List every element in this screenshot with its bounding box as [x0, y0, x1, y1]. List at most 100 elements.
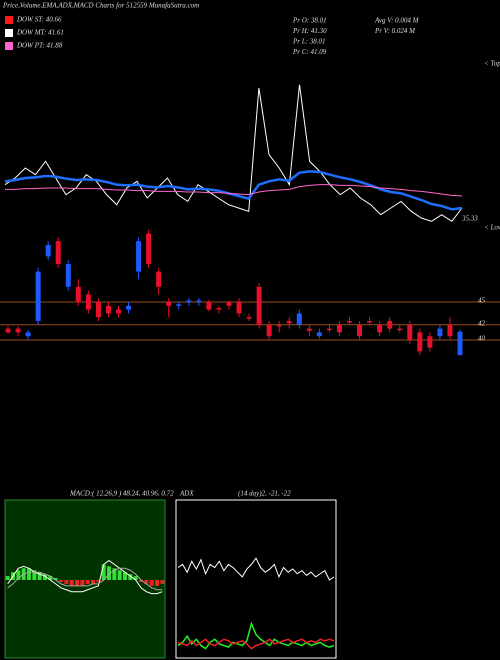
price-stat: Pr C: 41.09 — [292, 48, 327, 56]
series-line — [5, 184, 463, 197]
adx-label: ADX — [179, 490, 194, 498]
price-label: 35.33 — [461, 215, 478, 223]
macd-histogram-bar — [117, 570, 122, 580]
series-line — [4, 84, 463, 223]
candle-body — [95, 302, 101, 318]
volume-stat: Avg V: 0.004 M — [374, 17, 420, 25]
macd-histogram-bar — [37, 572, 42, 580]
macd-histogram-bar — [107, 566, 111, 580]
macd-histogram-bar — [128, 574, 133, 580]
y-tick-label: 40 — [478, 335, 486, 343]
y-tick-label: 45 — [478, 297, 486, 305]
price-stat: Pr H: 41.30 — [292, 27, 327, 35]
candle-body — [387, 321, 393, 329]
page-title: Price,Volume,EMA,ADX,MACD Charts for 512… — [2, 2, 199, 10]
candle-body — [45, 245, 51, 257]
candle-body — [316, 332, 322, 337]
candle-body — [367, 321, 373, 323]
macd-histogram-bar — [101, 564, 106, 580]
candle-body — [146, 233, 152, 264]
candle-body — [176, 304, 182, 306]
low-annotation: < Lowe — [484, 224, 500, 232]
macd-panel — [4, 499, 166, 659]
volume-stat: Pr V: 0.024 M — [374, 27, 416, 35]
macd-histogram-bar — [112, 568, 117, 580]
candle-body — [25, 332, 31, 337]
legend-entry: DOW MT: 41.61 — [16, 29, 64, 37]
candle-body — [75, 286, 81, 302]
legend-entry: DOW ST: 40.66 — [16, 16, 62, 24]
candle-body — [457, 331, 463, 356]
y-tick-label: 42 — [478, 319, 486, 327]
candle-body — [55, 241, 61, 264]
series-line — [7, 567, 163, 591]
price-stat: Pr O: 38.01 — [292, 17, 327, 25]
series-line — [4, 170, 463, 211]
macd-histogram-bar — [133, 576, 138, 580]
candle-body — [347, 321, 353, 323]
candle-body — [226, 302, 232, 306]
candle-body — [256, 286, 262, 325]
macd-histogram-bar — [48, 576, 53, 580]
macd-histogram-bar — [43, 574, 47, 580]
candle-body — [427, 336, 433, 348]
macd-histogram-bar — [85, 580, 90, 584]
candle-body — [115, 309, 121, 314]
candle-body — [126, 305, 132, 310]
macd-histogram-bar — [59, 580, 63, 582]
candle-body — [85, 294, 91, 310]
candle-body — [216, 308, 222, 310]
legend-swatch — [5, 16, 13, 24]
candle-body — [266, 324, 272, 337]
candle-body — [357, 324, 363, 337]
candle-body — [156, 271, 162, 287]
candle-body — [306, 328, 312, 331]
candle-body — [437, 328, 443, 337]
candle-body — [206, 302, 212, 310]
macd-histogram-bar — [91, 580, 95, 584]
price-stat: Pr L: 38.01 — [292, 38, 325, 46]
macd-histogram-bar — [149, 580, 154, 586]
candle-body — [196, 300, 202, 302]
macd-params: ( 12,26,9 ) 48.24, 40.96, 0.72 — [92, 490, 174, 498]
legend-swatch — [5, 29, 13, 37]
macd-histogram-bar — [64, 580, 69, 584]
series-line — [177, 621, 335, 650]
candle-body — [447, 324, 453, 337]
legend-swatch — [5, 42, 13, 50]
candle-body — [397, 328, 403, 331]
candle-body — [286, 321, 292, 324]
macd-histogram-bar — [16, 570, 21, 580]
candle-body — [105, 305, 111, 314]
candle-body — [136, 241, 142, 272]
candle-body — [276, 324, 282, 327]
candle-body — [336, 324, 342, 333]
candle-body — [246, 317, 252, 319]
series-line — [7, 559, 163, 595]
series-line — [177, 557, 335, 581]
macd-histogram-bar — [53, 578, 58, 580]
candle-body — [326, 328, 332, 331]
candle-body — [296, 313, 302, 325]
macd-histogram-bar — [96, 580, 101, 582]
legend-entry: DOW PT: 41.88 — [16, 42, 63, 50]
macd-histogram-bar — [80, 580, 85, 586]
macd-histogram-bar — [160, 580, 165, 584]
candle-body — [5, 328, 11, 333]
candle-body — [236, 302, 242, 314]
candle-body — [166, 302, 172, 306]
macd-histogram-bar — [123, 572, 127, 580]
macd-histogram-bar — [75, 580, 79, 586]
candle-body — [186, 300, 192, 302]
macd-histogram-bar — [5, 576, 10, 580]
top-annotation: < Top — [484, 60, 500, 68]
macd-histogram-bar — [139, 580, 143, 582]
candle-body — [15, 328, 21, 333]
adx-params: (14 day)2, -21, -22 — [238, 490, 291, 498]
candle-body — [417, 332, 423, 352]
macd-histogram-bar — [32, 570, 37, 580]
candle-body — [65, 264, 71, 287]
candle-body — [407, 324, 413, 340]
